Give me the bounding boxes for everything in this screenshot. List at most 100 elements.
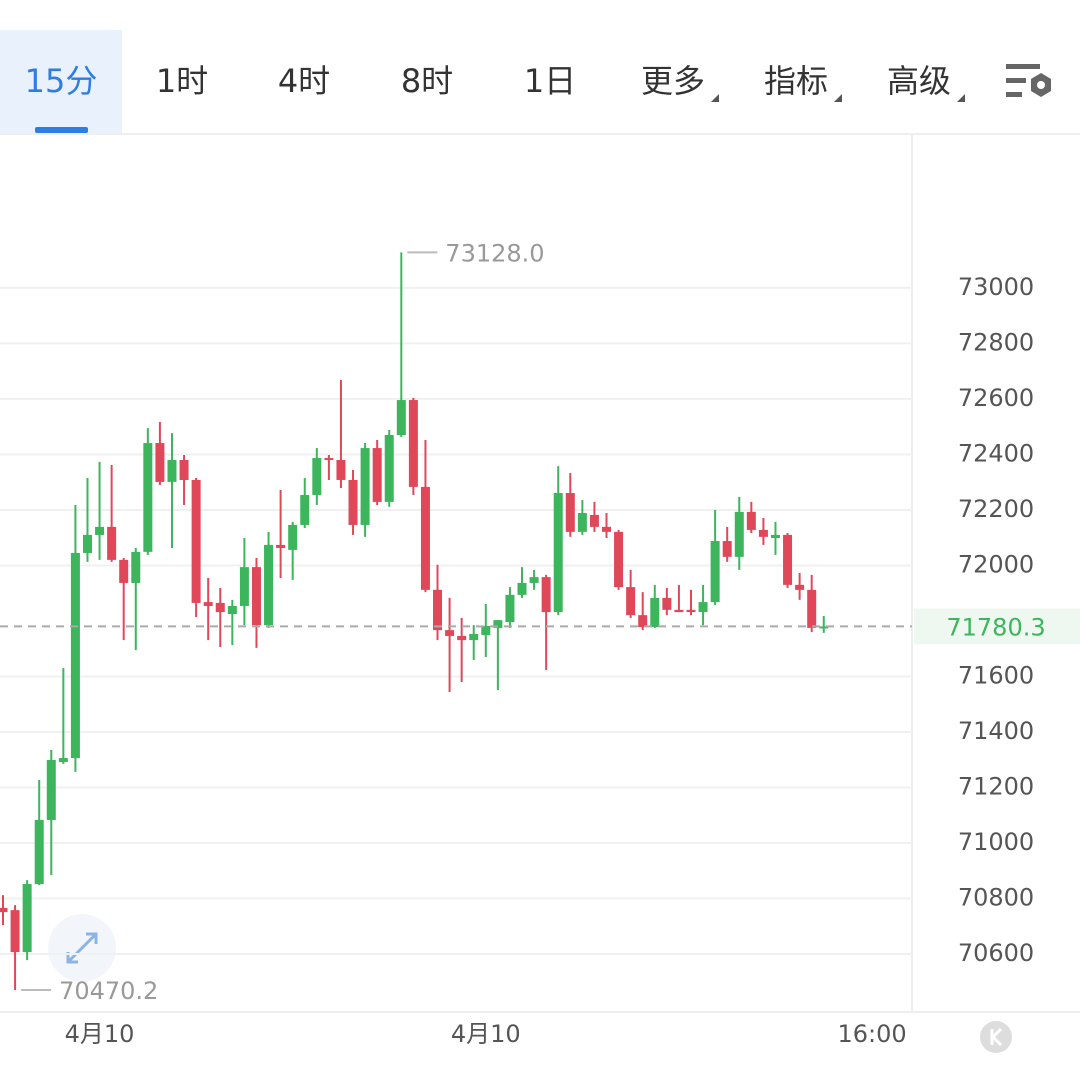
candle-body xyxy=(312,458,322,495)
candle-body xyxy=(602,526,611,532)
candle-body xyxy=(288,524,298,550)
tab[interactable]: 高级 xyxy=(887,62,951,100)
candle-body xyxy=(215,602,225,613)
candle-body xyxy=(722,541,732,557)
y-tick-label: 72800 xyxy=(958,328,1034,356)
candle-body xyxy=(577,512,587,532)
candle-body xyxy=(348,479,358,525)
settings-icon[interactable] xyxy=(1006,64,1051,97)
candle-body xyxy=(58,758,68,762)
expand-button[interactable] xyxy=(48,914,116,982)
y-tick-label: 73000 xyxy=(958,273,1034,301)
dropdown-caret xyxy=(711,94,719,102)
dropdown-caret xyxy=(957,94,965,102)
tab[interactable]: 更多 xyxy=(641,62,705,100)
candle-body xyxy=(251,567,261,626)
tab[interactable]: 4时 xyxy=(278,62,330,100)
candle-body xyxy=(384,435,394,502)
tab[interactable]: 15分 xyxy=(25,62,98,100)
candle-body xyxy=(276,544,286,548)
y-tick-label: 71200 xyxy=(958,772,1034,800)
candle-body xyxy=(143,443,153,552)
candle-body xyxy=(336,459,346,480)
last-price-bg xyxy=(914,608,1080,645)
candle-body xyxy=(626,587,636,616)
y-tick-label: 70800 xyxy=(958,883,1034,911)
candle-body xyxy=(493,620,503,628)
candle-body xyxy=(770,534,780,538)
candle-body xyxy=(131,551,141,583)
candle-body xyxy=(300,494,310,525)
candle-body xyxy=(505,594,515,623)
candle-body xyxy=(167,459,177,482)
candle-body xyxy=(819,626,829,629)
candle-body xyxy=(614,531,624,588)
y-tick-label: 70600 xyxy=(958,939,1034,967)
candle-body xyxy=(674,609,684,613)
candle-body xyxy=(710,541,720,603)
candle-body xyxy=(734,511,744,557)
candle-body xyxy=(650,597,660,628)
candle-body xyxy=(264,544,274,626)
candle-body xyxy=(179,459,189,480)
candle-body xyxy=(203,602,213,606)
tab[interactable]: 指标 xyxy=(764,62,828,100)
x-tick-label: 4月10 xyxy=(451,1020,521,1048)
x-tick-label: 4月10 xyxy=(65,1020,135,1048)
candle-body xyxy=(565,493,575,532)
tab[interactable]: 8时 xyxy=(401,62,453,100)
candle-body xyxy=(46,760,56,820)
y-tick-label: 72200 xyxy=(958,495,1034,523)
last-price-label: 71780.3 xyxy=(946,613,1045,641)
candle-body xyxy=(396,400,406,436)
candle-body xyxy=(746,511,756,530)
candle-body xyxy=(155,443,165,482)
active-tab-bg xyxy=(0,30,122,133)
candle-body xyxy=(758,529,768,537)
candle-body xyxy=(686,609,696,613)
y-tick-label: 71400 xyxy=(958,717,1034,745)
candle-body xyxy=(34,819,44,885)
active-tab-indicator xyxy=(35,127,88,133)
y-tick-label: 71000 xyxy=(958,828,1034,856)
x-tick-label: 16:00 xyxy=(837,1020,906,1048)
candle-body xyxy=(795,584,805,590)
candle-body xyxy=(239,567,249,606)
y-tick-label: 71600 xyxy=(958,661,1034,689)
candle-body xyxy=(445,630,455,636)
y-tick-label: 72000 xyxy=(958,550,1034,578)
candle-body xyxy=(408,400,418,487)
candle-body xyxy=(469,634,479,641)
candle-body xyxy=(360,448,370,525)
candle-body xyxy=(324,458,334,461)
tab[interactable]: 1时 xyxy=(156,62,208,100)
candle-body xyxy=(420,486,430,590)
candle-body xyxy=(529,577,539,583)
candle-body xyxy=(22,884,32,953)
tab[interactable]: 1日 xyxy=(524,62,576,100)
candle-body xyxy=(638,615,648,628)
candle-body xyxy=(783,534,793,585)
candle-body xyxy=(698,602,708,613)
candle-body xyxy=(457,635,467,641)
candle-body xyxy=(0,907,8,913)
candle-body xyxy=(70,552,80,759)
candle-body xyxy=(553,493,563,613)
k-button[interactable] xyxy=(980,1021,1012,1053)
dropdown-caret xyxy=(834,94,842,102)
candle-body xyxy=(119,559,129,583)
candle-body xyxy=(372,448,382,502)
candle-body xyxy=(517,582,527,595)
candle-body xyxy=(191,479,201,603)
candle-body xyxy=(662,597,672,610)
candle-body xyxy=(433,589,443,631)
candle-body xyxy=(589,514,599,527)
candle-body xyxy=(107,526,117,560)
y-tick-label: 72400 xyxy=(958,439,1034,467)
candle-body xyxy=(481,625,491,636)
y-tick-label: 72600 xyxy=(958,384,1034,412)
extreme-label: 73128.0 xyxy=(445,239,544,267)
candle-body xyxy=(541,577,551,613)
candle-body xyxy=(10,910,20,953)
